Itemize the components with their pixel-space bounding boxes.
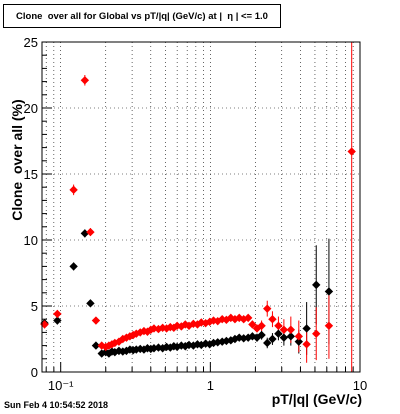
red-series-point — [53, 309, 62, 319]
red-series-point — [347, 147, 356, 156]
datestamp: Sun Feb 4 10:54:52 2018 — [4, 400, 109, 410]
y-tick-label: 25 — [24, 35, 38, 50]
red-series-point — [263, 304, 272, 313]
black-series-point — [274, 329, 283, 338]
data-markers — [40, 76, 356, 358]
black-series-point — [53, 316, 62, 325]
red-series-point — [243, 313, 253, 323]
black-series-point — [268, 334, 277, 344]
black-series-point — [217, 337, 227, 346]
red-series-point — [268, 315, 277, 324]
black-series-point — [302, 324, 311, 333]
red-series-point — [132, 329, 141, 338]
red-series-point — [248, 320, 257, 329]
black-series-point — [279, 333, 289, 342]
red-series-point — [86, 227, 95, 237]
y-tick-label: 5 — [31, 299, 38, 314]
black-series-point — [257, 330, 266, 340]
red-series-point — [101, 342, 110, 352]
black-series-point — [132, 345, 141, 354]
black-series-point — [294, 337, 304, 346]
red-series-point — [294, 332, 304, 341]
red-series-point — [80, 76, 90, 85]
x-tick-label: 10 — [353, 378, 367, 393]
black-series-point — [86, 299, 95, 308]
black-series-point — [286, 332, 296, 341]
red-series-point — [257, 321, 266, 330]
red-series-point — [146, 325, 155, 334]
black-series-point — [312, 280, 321, 290]
black-series-point — [118, 347, 127, 356]
y-tick-label: 15 — [24, 167, 38, 182]
red-series-point — [286, 325, 296, 334]
red-series-point — [107, 340, 117, 349]
y-tick-label: 10 — [24, 233, 38, 248]
red-series-point — [274, 321, 283, 330]
black-series-point — [324, 287, 334, 296]
red-series-point — [279, 325, 289, 334]
black-series-point — [69, 262, 78, 271]
plot-frame — [41, 41, 361, 373]
black-series-point — [80, 229, 90, 238]
x-tick-label: 10⁻¹ — [48, 378, 74, 393]
red-series-point — [69, 185, 78, 195]
y-axis-label: Clone over all (%) — [9, 99, 25, 221]
black-series-point — [226, 336, 236, 345]
black-series-point — [181, 342, 190, 351]
red-series-point — [324, 321, 334, 330]
red-series-point — [312, 329, 321, 338]
red-series-point — [118, 334, 127, 344]
y-tick-label: 20 — [24, 101, 38, 116]
y-tick-label: 0 — [31, 365, 38, 380]
black-series-point — [263, 338, 272, 348]
axis-tick-labels: 10⁻¹ 1 10 0 5 10 15 20 25 — [24, 35, 368, 393]
chart-title: Clone over all for Global vs pT/|q| (GeV… — [3, 4, 281, 28]
x-axis-label: pT/|q| (GeV/c) — [271, 391, 362, 407]
black-series-point — [91, 341, 101, 350]
x-tick-label: 1 — [207, 378, 214, 393]
red-series-point — [91, 316, 101, 325]
red-series-point — [302, 340, 311, 349]
